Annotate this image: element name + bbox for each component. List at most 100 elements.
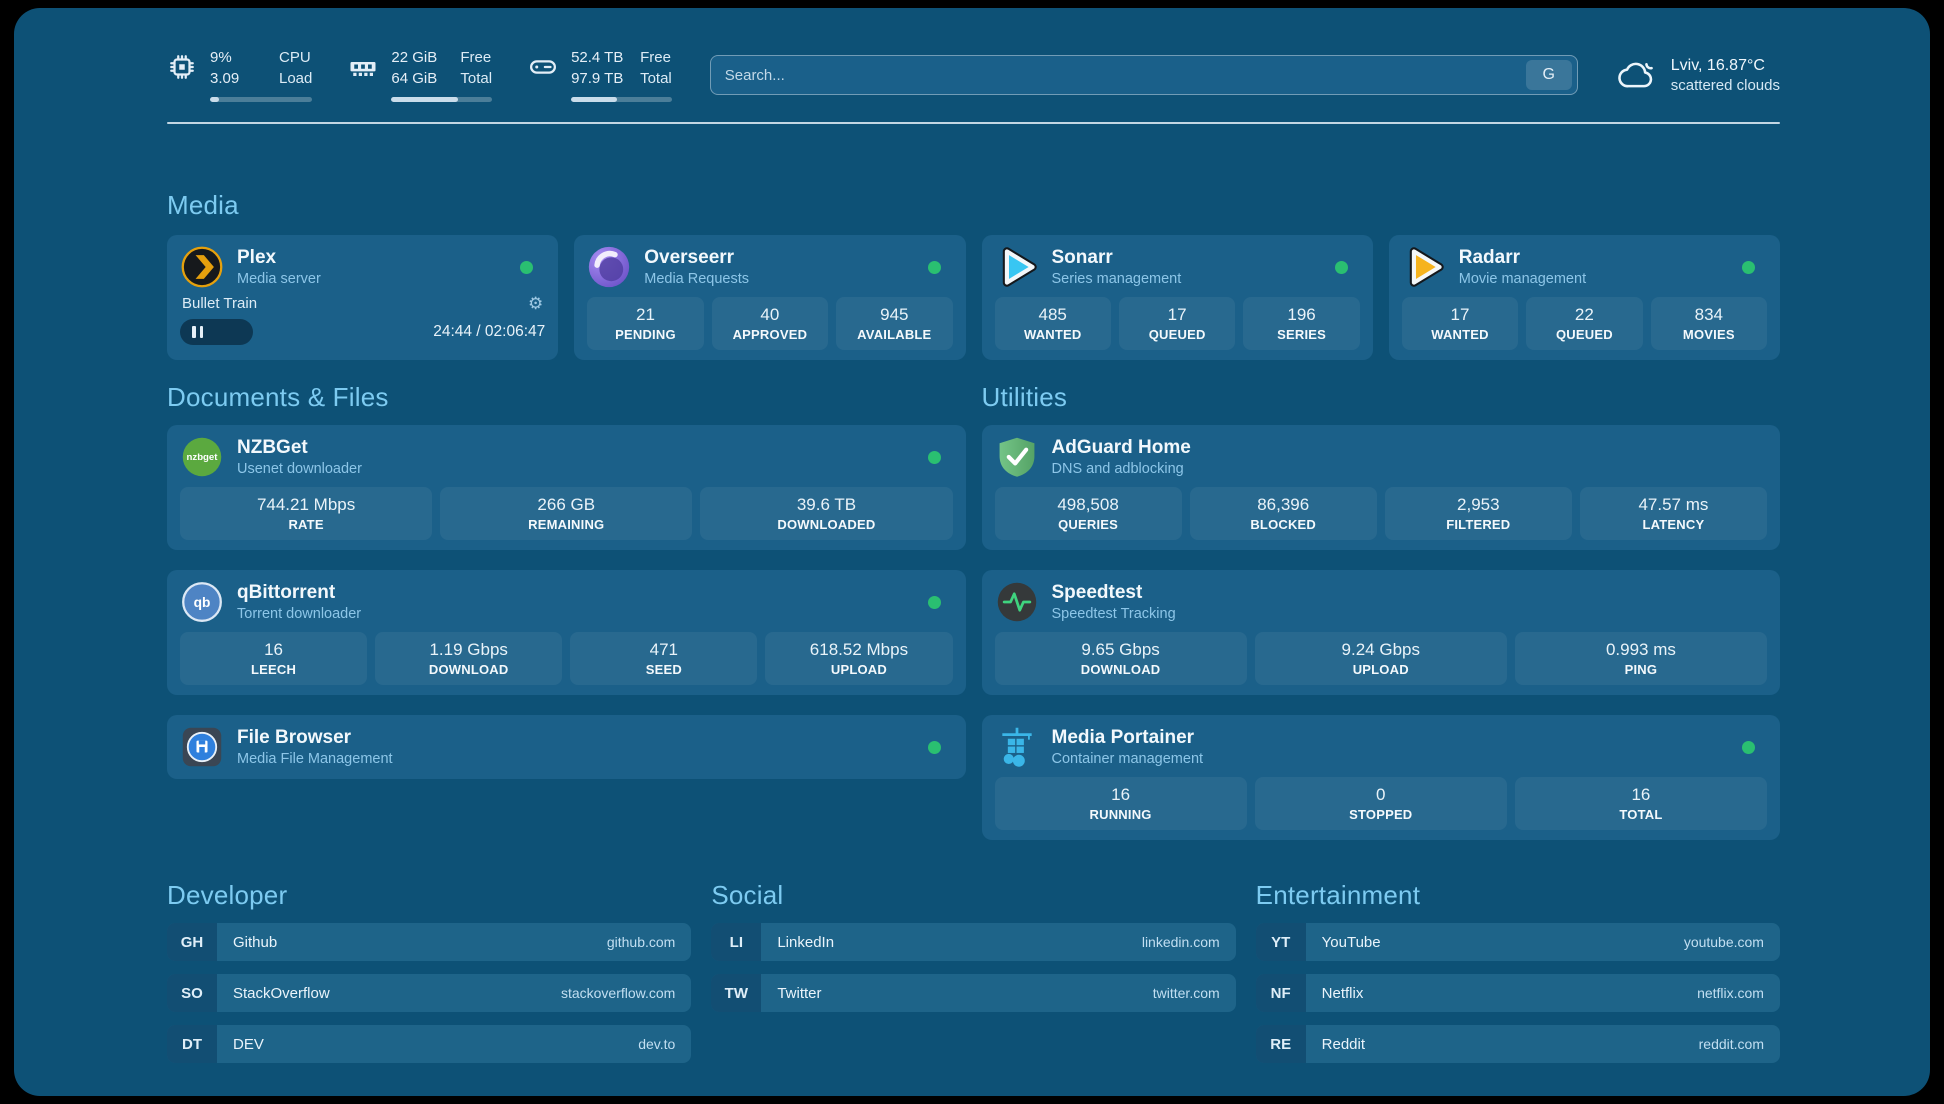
link-reddit[interactable]: RE Reddit reddit.com xyxy=(1255,1025,1780,1063)
section-documents: Documents & Files nzbget NZBGet U xyxy=(167,382,966,840)
cpu-labels: CPU Load xyxy=(279,48,312,88)
link-linkedin[interactable]: LI LinkedIn linkedin.com xyxy=(711,923,1236,961)
link-domain: stackoverflow.com xyxy=(560,985,676,1001)
stat-value: 471 xyxy=(649,640,678,659)
plex-now-playing: Bullet Train ⚙ 24:44 / 02:06:47 xyxy=(180,295,545,345)
search-input[interactable] xyxy=(724,66,1526,84)
link-domain: netflix.com xyxy=(1697,985,1764,1001)
search-engine-button[interactable]: G xyxy=(1525,60,1572,90)
stat-downloaded: 39.6 TB DOWNLOADED xyxy=(700,487,953,540)
stat-label: DOWNLOADED xyxy=(777,517,876,532)
stat-value: 9.24 Gbps xyxy=(1341,640,1420,659)
app-name: File Browser xyxy=(237,727,352,748)
link-abbr: TW xyxy=(711,974,762,1012)
link-abbr: YT xyxy=(1255,923,1306,961)
link-name: YouTube xyxy=(1321,933,1381,951)
disk-stat-widget: 52.4 TB 97.9 TB Free Total xyxy=(528,48,672,102)
stat-wanted: 485 WANTED xyxy=(994,297,1111,350)
section-media: Media Plex Media server xyxy=(167,190,1780,360)
stat-leech: 16 LEECH xyxy=(180,632,368,685)
now-playing-title: Bullet Train xyxy=(182,295,258,312)
pause-icon[interactable] xyxy=(192,326,203,338)
stat-value: 485 xyxy=(1038,305,1067,324)
stat-value: 9.65 Gbps xyxy=(1081,640,1160,659)
link-abbr: DT xyxy=(167,1025,217,1063)
section-title-entertainment: Entertainment xyxy=(1255,880,1421,910)
stat-label: SEED xyxy=(645,662,682,677)
file-browser-icon xyxy=(180,725,224,769)
status-dot-online xyxy=(927,740,941,754)
link-youtube[interactable]: YT YouTube youtube.com xyxy=(1255,923,1780,961)
speedtest-card[interactable]: Speedtest Speedtest Tracking 9.65 Gbps D… xyxy=(981,570,1780,695)
link-name: LinkedIn xyxy=(777,933,835,951)
stat-filtered: 2,953 FILTERED xyxy=(1384,487,1572,540)
cpu-label-top: CPU xyxy=(279,49,311,66)
status-dot-online xyxy=(1334,260,1348,274)
stat-label: TOTAL xyxy=(1619,807,1663,822)
stat-label: SERIES xyxy=(1277,327,1326,342)
sonarr-card[interactable]: Sonarr Series management 485 WANTED 17 Q… xyxy=(981,235,1373,360)
link-dev[interactable]: DT DEV dev.to xyxy=(167,1025,692,1063)
disk-icon xyxy=(528,52,558,82)
stat-available: 945 AVAILABLE xyxy=(836,297,953,350)
radarr-icon xyxy=(1402,245,1446,289)
playback-time: 24:44 / 02:06:47 xyxy=(433,323,546,340)
stat-label: RATE xyxy=(288,517,324,532)
speedtest-pulse-icon xyxy=(995,580,1039,624)
radarr-card[interactable]: Radarr Movie management 17 WANTED 22 QUE… xyxy=(1388,235,1780,360)
link-name: DEV xyxy=(233,1035,264,1053)
media-portainer-card[interactable]: Media Portainer Container management 16 … xyxy=(981,715,1780,840)
plex-card[interactable]: Plex Media server Bullet Train ⚙ 24:44 xyxy=(167,235,559,360)
stat-label: WANTED xyxy=(1023,327,1082,342)
stat-label: REMAINING xyxy=(528,517,605,532)
cpu-label-bottom: Load xyxy=(279,70,313,87)
status-dot-online xyxy=(1742,260,1755,274)
stat-value: 945 xyxy=(880,305,909,324)
stat-ping: 0.993 ms PING xyxy=(1514,632,1768,685)
search-bar[interactable]: G xyxy=(709,55,1578,95)
ram-labels: Free Total xyxy=(460,48,492,88)
nzbget-card[interactable]: nzbget NZBGet Usenet downloader 744.21 M… xyxy=(167,425,966,550)
playback-progress-pill[interactable] xyxy=(180,319,254,345)
stat-label: QUERIES xyxy=(1058,517,1119,532)
link-stackoverflow[interactable]: SO StackOverflow stackoverflow.com xyxy=(167,974,692,1012)
stat-queued: 17 QUEUED xyxy=(1118,297,1236,350)
stat-blocked: 86,396 BLOCKED xyxy=(1189,487,1377,540)
link-domain: linkedin.com xyxy=(1141,934,1220,950)
disk-label-top: Free xyxy=(640,49,671,66)
link-abbr: RE xyxy=(1255,1025,1306,1063)
header-bar: 9% 3.09 CPU Load xyxy=(167,42,1780,108)
section-title-documents: Documents & Files xyxy=(167,382,389,412)
stat-value: 498,508 xyxy=(1057,495,1119,514)
app-description: Media server xyxy=(237,271,321,287)
link-abbr: SO xyxy=(167,974,217,1012)
adguard-home-card[interactable]: AdGuard Home DNS and adblocking 498,508 … xyxy=(981,425,1780,550)
link-github[interactable]: GH Github github.com xyxy=(167,923,692,961)
qbittorrent-card[interactable]: qb qBittorrent Torrent downloader 16 LEE… xyxy=(167,570,966,695)
stat-queued: 22 QUEUED xyxy=(1526,297,1643,350)
stat-value: 0.993 ms xyxy=(1605,640,1676,659)
stat-value: 40 xyxy=(760,305,780,324)
app-name: Radarr xyxy=(1458,247,1520,268)
ram-label-bottom: Total xyxy=(460,70,493,87)
stat-label: APPROVED xyxy=(732,327,808,342)
stat-upload: 618.52 Mbps UPLOAD xyxy=(765,632,953,685)
weather-condition: scattered clouds xyxy=(1670,77,1780,94)
overseerr-card[interactable]: Overseerr Media Requests 21 PENDING 40 A… xyxy=(574,235,966,360)
file-browser-card[interactable]: File Browser Media File Management xyxy=(167,715,966,779)
qbittorrent-icon: qb xyxy=(180,580,224,624)
nzbget-icon: nzbget xyxy=(180,435,224,479)
link-domain: twitter.com xyxy=(1152,985,1220,1001)
gear-icon[interactable]: ⚙ xyxy=(528,294,544,313)
app-description: Media File Management xyxy=(237,751,393,767)
cpu-load: 3.09 xyxy=(210,70,240,87)
ram-free: 22 GiB xyxy=(391,49,438,66)
stat-value: 0 xyxy=(1376,785,1386,804)
weather-widget[interactable]: Lviv, 16.87°C scattered clouds xyxy=(1616,55,1780,95)
status-dot-online xyxy=(927,450,941,464)
stat-value: 17 xyxy=(1167,305,1187,324)
link-twitter[interactable]: TW Twitter twitter.com xyxy=(711,974,1236,1012)
stat-upload: 9.24 Gbps UPLOAD xyxy=(1254,632,1507,685)
link-netflix[interactable]: NF Netflix netflix.com xyxy=(1255,974,1780,1012)
cloud-icon xyxy=(1616,57,1658,93)
